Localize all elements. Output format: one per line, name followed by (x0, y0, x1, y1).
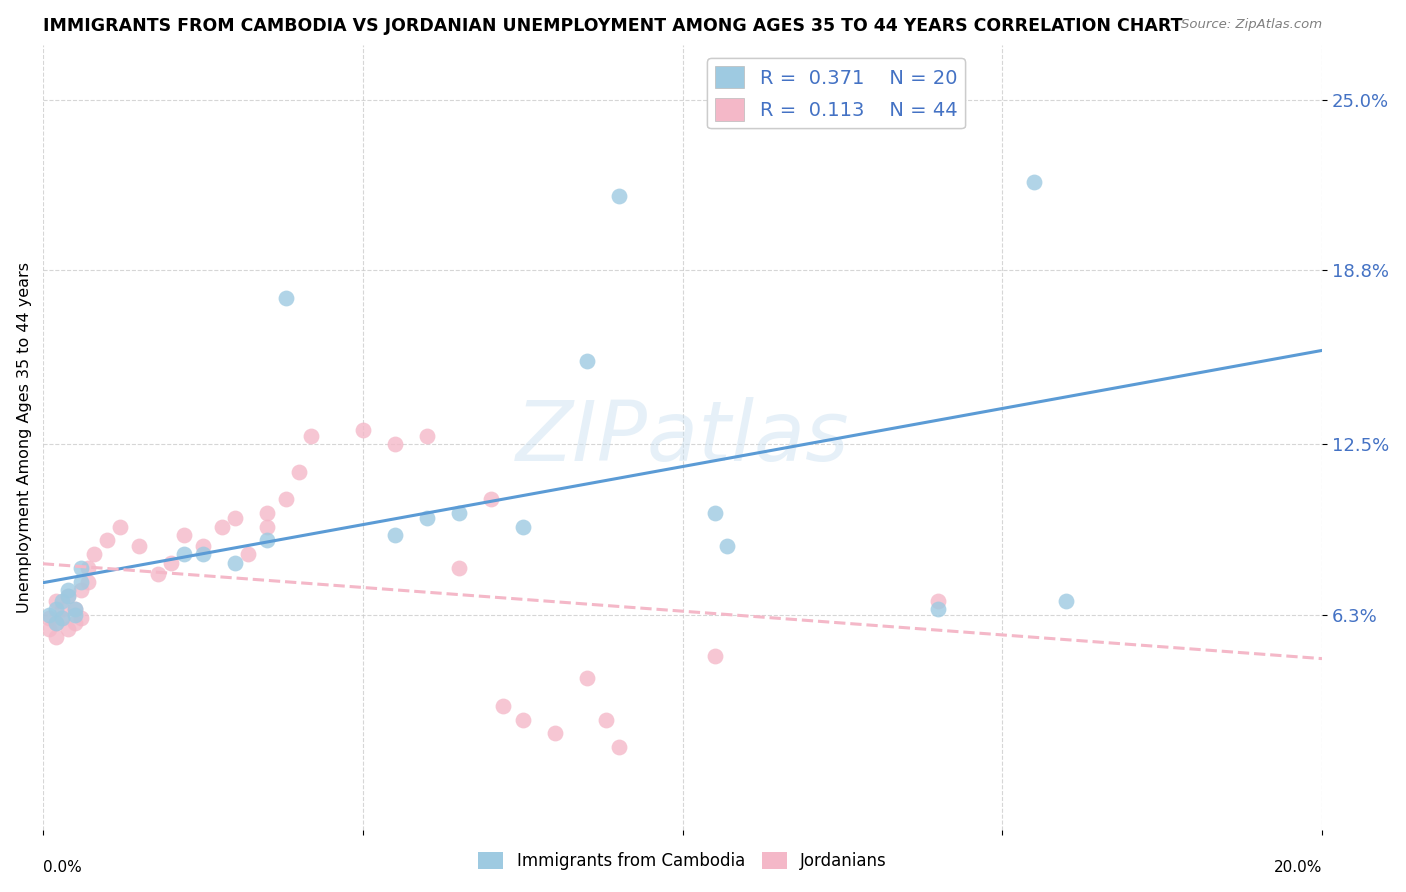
Point (927, 602, 949, 616)
Point (447, 506, 470, 520)
Point (38, 610, 60, 624)
Point (96, 533, 118, 548)
Point (512, 519, 534, 533)
Point (287, 465, 309, 479)
Point (384, 528, 406, 542)
Point (274, 492, 297, 507)
Point (236, 547, 259, 561)
Point (63, 602, 86, 616)
Point (83, 547, 105, 561)
Point (63, 616, 86, 631)
Point (128, 539, 150, 553)
Point (384, 437, 406, 451)
Point (45, 602, 67, 616)
Point (51, 594, 73, 608)
Point (70, 574, 93, 589)
Point (274, 291, 297, 305)
Point (224, 556, 246, 570)
Point (38, 622, 60, 636)
Point (108, 519, 131, 533)
Point (256, 506, 278, 520)
Point (173, 528, 195, 542)
Point (76, 561, 98, 575)
Point (45, 616, 67, 631)
Point (479, 492, 502, 507)
Point (63, 607, 86, 622)
Point (927, 594, 949, 608)
Point (191, 539, 214, 553)
Point (51, 610, 73, 624)
Point (70, 610, 93, 624)
Point (512, 713, 534, 727)
Point (45, 616, 67, 631)
Point (159, 556, 181, 570)
Point (51, 602, 73, 616)
Text: IMMIGRANTS FROM CAMBODIA VS JORDANIAN UNEMPLOYMENT AMONG AGES 35 TO 44 YEARS COR: IMMIGRANTS FROM CAMBODIA VS JORDANIAN UN… (42, 17, 1182, 35)
Text: 0.0%: 0.0% (42, 860, 82, 875)
Y-axis label: Unemployment Among Ages 35 to 44 years: Unemployment Among Ages 35 to 44 years (17, 261, 32, 613)
Point (543, 726, 565, 740)
Point (607, 189, 630, 203)
Point (76, 574, 98, 589)
Point (173, 547, 195, 561)
Point (716, 539, 738, 553)
Point (58, 622, 80, 636)
Point (45, 594, 67, 608)
Point (191, 547, 214, 561)
Legend: R =  0.371    N = 20, R =  0.113    N = 44: R = 0.371 N = 20, R = 0.113 N = 44 (707, 58, 965, 128)
Point (63, 602, 86, 616)
Point (70, 583, 93, 598)
Point (45, 630, 67, 644)
Point (415, 429, 437, 443)
Point (301, 429, 323, 443)
Text: Source: ZipAtlas.com: Source: ZipAtlas.com (1181, 18, 1323, 30)
Point (492, 698, 515, 713)
Point (58, 589, 80, 603)
Point (703, 649, 725, 664)
Point (1024, 175, 1046, 189)
Point (211, 519, 233, 533)
Point (1054, 594, 1077, 608)
Point (58, 589, 80, 603)
Point (607, 740, 630, 755)
Point (575, 354, 598, 368)
Point (256, 519, 278, 533)
Point (70, 561, 93, 575)
Text: ZIPatlas: ZIPatlas (516, 397, 849, 478)
Point (58, 583, 80, 598)
Point (38, 607, 60, 622)
Point (595, 713, 617, 727)
Point (352, 423, 374, 437)
Text: 20.0%: 20.0% (1274, 860, 1323, 875)
Point (415, 511, 437, 525)
Point (575, 671, 598, 685)
Point (447, 561, 470, 575)
Point (256, 533, 278, 548)
Point (703, 506, 725, 520)
Point (146, 566, 169, 581)
Point (224, 511, 246, 525)
Point (51, 610, 73, 624)
